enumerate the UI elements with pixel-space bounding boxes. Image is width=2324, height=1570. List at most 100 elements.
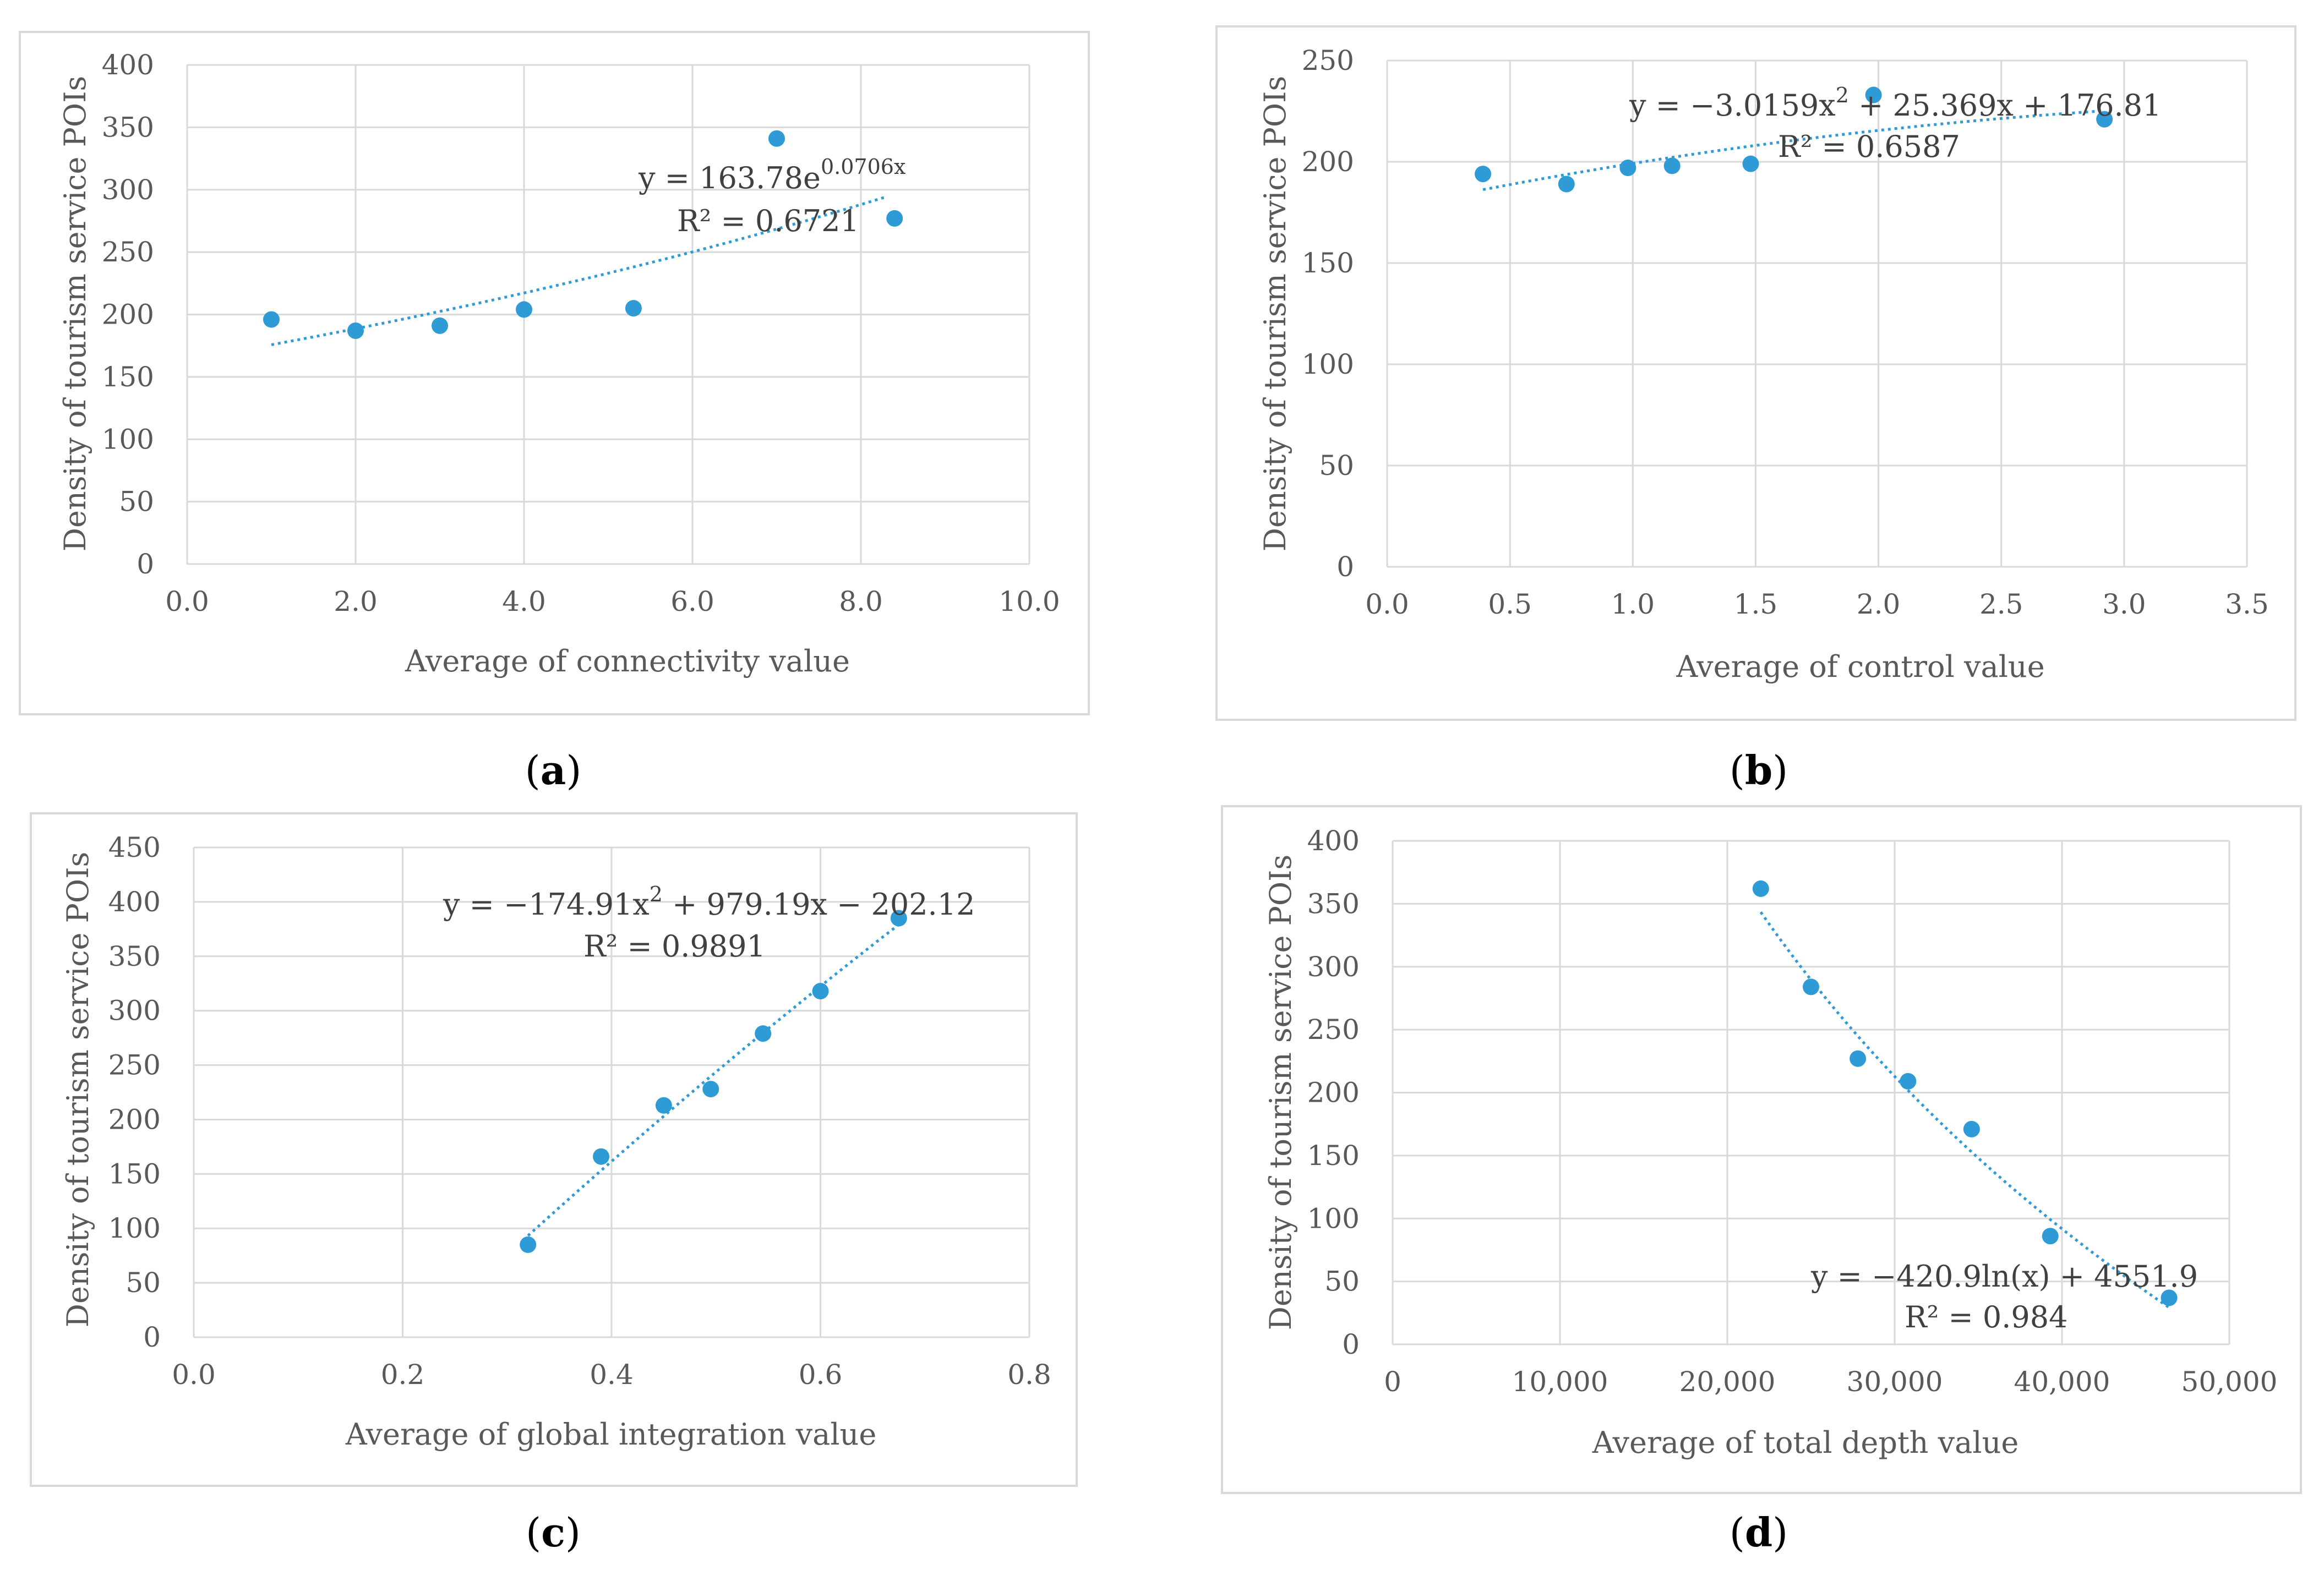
x-tick-label: 0.6	[799, 1359, 843, 1391]
x-tick-label: 1.5	[1734, 588, 1778, 620]
y-tick-label: 300	[108, 995, 161, 1027]
chart-a-y-ticks: 0 50 100 150 200 250 300 350 400	[102, 49, 154, 580]
x-tick-label: 0	[1384, 1366, 1401, 1398]
y-tick-label: 0	[1336, 551, 1354, 583]
chart-d-xlabel: Average of total depth value	[1592, 1425, 2019, 1460]
x-tick-label: 0.2	[381, 1359, 425, 1391]
chart-b-grid	[1386, 59, 2248, 568]
y-tick-label: 100	[108, 1212, 161, 1244]
chart-b-r2: R² = 0.6587	[1778, 129, 1960, 164]
chart-b-ylabel: Density of tourism service POIs	[1258, 76, 1292, 551]
x-tick-label: 0.0	[1365, 588, 1409, 620]
x-tick-label: 6.0	[670, 586, 714, 617]
chart-c-equation-tail: + 979.19x − 202.12	[663, 887, 975, 922]
data-point	[655, 1097, 672, 1114]
data-point	[702, 1081, 719, 1098]
caption-c: (c)	[526, 1509, 581, 1556]
data-point	[432, 317, 448, 334]
chart-b-trendline	[1482, 109, 2105, 192]
y-tick-label: 100	[1307, 1202, 1360, 1234]
panel-d: 0 10,000 20,000 30,000 40,000 50,000 0 50 100 15…	[1221, 805, 2302, 1494]
chart-c-equation: y = −174.91x2 + 979.19x − 202.12	[443, 882, 975, 922]
panel-a: 0.0 2.0 4.0 6.0 8.0 10.0 0 50 100 150 200 250 300 35…	[19, 31, 1090, 715]
data-point	[520, 1236, 537, 1253]
data-point	[1900, 1073, 1917, 1090]
chart-b-x-ticks: 0.0 0.5 1.0 1.5 2.0 2.5 3.0 3.5	[1365, 588, 2269, 620]
data-point	[1963, 1120, 1980, 1137]
chart-a-r2: R² = 0.6721	[677, 204, 859, 238]
x-tick-label: 40,000	[2014, 1366, 2110, 1398]
y-tick-label: 350	[108, 940, 161, 972]
chart-a-border	[19, 31, 1090, 715]
y-tick-label: 350	[102, 111, 154, 143]
y-tick-label: 200	[102, 299, 154, 331]
chart-b-equation-tail: + 25.369x + 176.81	[1849, 88, 2162, 123]
data-point	[812, 983, 829, 1000]
x-tick-label: 2.0	[334, 586, 378, 617]
chart-a-grid	[186, 64, 1030, 565]
chart-a-ylabel: Density of tourism service POIs	[58, 76, 92, 551]
chart-c-trendline	[527, 923, 900, 1237]
data-point	[1850, 1050, 1867, 1067]
chart-c-points	[520, 910, 907, 1253]
chart-d-points	[1752, 880, 2178, 1306]
x-tick-label: 8.0	[839, 586, 883, 617]
chart-c-y-ticks: 0 50 100 150 200 250 300 350 400 450	[108, 832, 161, 1353]
chart-a-equation: y = 163.78e0.0706x	[638, 155, 905, 195]
chart-d-x-ticks: 0 10,000 20,000 30,000 40,000 50,000	[1384, 1366, 2277, 1398]
chart-b-equation: y = −3.0159x2 + 25.369x + 176.81	[1629, 83, 2161, 123]
data-point	[2161, 1289, 2178, 1306]
y-tick-label: 250	[102, 236, 154, 268]
chart-c-xlabel: Average of global integration value	[345, 1417, 877, 1452]
x-tick-label: 3.0	[2102, 588, 2146, 620]
data-point	[1803, 978, 1819, 995]
y-tick-label: 400	[102, 49, 154, 81]
data-point	[625, 300, 642, 317]
data-point	[2096, 111, 2113, 128]
y-tick-label: 100	[1302, 348, 1354, 380]
data-point	[1558, 176, 1575, 193]
y-tick-label: 250	[1307, 1014, 1360, 1046]
y-tick-label: 150	[1307, 1140, 1360, 1172]
data-point	[1742, 155, 1759, 172]
data-point	[2042, 1228, 2059, 1245]
data-point	[890, 910, 907, 927]
x-tick-label: 2.0	[1857, 588, 1901, 620]
chart-d-y-ticks: 0 50 100 150 200 250 300 350 400	[1307, 825, 1360, 1360]
y-tick-label: 50	[126, 1267, 161, 1299]
data-point	[1663, 157, 1681, 174]
y-tick-label: 0	[143, 1321, 161, 1353]
panel-b: 0.0 0.5 1.0 1.5 2.0 2.5 3.0 3.5 0 50 100 150 200 250…	[1215, 25, 2296, 721]
y-tick-label: 300	[1307, 951, 1360, 983]
y-tick-label: 100	[102, 423, 154, 455]
caption-d: (d)	[1730, 1509, 1788, 1556]
chart-a-equation-base: y = 163.78e	[638, 161, 821, 195]
x-tick-label: 2.5	[1979, 588, 2023, 620]
data-point	[1619, 160, 1636, 177]
data-point	[768, 130, 785, 147]
data-point	[1475, 166, 1492, 183]
y-tick-label: 350	[1307, 888, 1360, 920]
chart-d-ylabel: Density of tourism service POIs	[1263, 855, 1298, 1330]
data-point	[516, 301, 532, 318]
chart-c-equation-exponent: 2	[650, 882, 663, 906]
caption-b: (b)	[1730, 747, 1788, 794]
x-tick-label: 0.0	[165, 586, 209, 617]
chart-b-points	[1475, 86, 2113, 193]
x-tick-label: 3.5	[2225, 588, 2269, 620]
data-point	[593, 1148, 610, 1165]
chart-c-ylabel: Density of tourism service POIs	[61, 852, 95, 1327]
y-tick-label: 200	[108, 1103, 161, 1135]
y-tick-label: 400	[108, 886, 161, 918]
x-tick-label: 0.4	[590, 1359, 634, 1391]
x-tick-label: 1.0	[1611, 588, 1655, 620]
data-point	[755, 1025, 772, 1042]
y-tick-label: 450	[108, 832, 161, 863]
data-point	[886, 210, 903, 227]
x-tick-label: 30,000	[1847, 1366, 1943, 1398]
x-tick-label: 0.0	[172, 1359, 216, 1391]
x-tick-label: 0.8	[1007, 1359, 1051, 1391]
chart-d-grid	[1392, 840, 2230, 1345]
chart-d-equation: y = −420.9ln(x) + 4551.9	[1810, 1259, 2198, 1294]
